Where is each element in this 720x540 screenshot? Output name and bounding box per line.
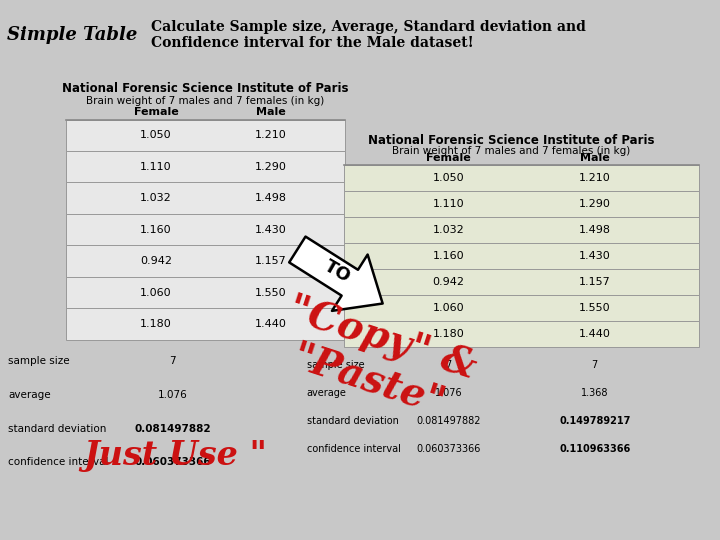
Text: 1.110: 1.110	[433, 199, 464, 209]
Text: 1.210: 1.210	[255, 130, 287, 140]
Bar	[344, 269, 699, 295]
Text: 1.032: 1.032	[140, 193, 172, 203]
Text: average: average	[307, 388, 346, 398]
Text: Simple Table: Simple Table	[7, 26, 138, 44]
Text: 1.157: 1.157	[255, 256, 287, 266]
Text: Female: Female	[426, 153, 471, 163]
Text: 1.550: 1.550	[255, 288, 287, 298]
Text: 0.110963366: 0.110963366	[559, 444, 630, 454]
Bar	[66, 214, 345, 246]
Text: TO: TO	[320, 257, 354, 287]
Text: 0.081497882: 0.081497882	[416, 416, 481, 426]
Text: National Forensic Science Institute of Paris: National Forensic Science Institute of P…	[62, 82, 348, 95]
Text: standard deviation: standard deviation	[307, 416, 398, 426]
Text: 1.032: 1.032	[433, 225, 464, 235]
Bar	[344, 165, 699, 191]
Bar	[344, 295, 699, 321]
Text: 1.368: 1.368	[581, 388, 608, 398]
Text: 0.942: 0.942	[433, 277, 464, 287]
Text: 1.110: 1.110	[140, 162, 172, 172]
Text: 0.081497882: 0.081497882	[134, 424, 211, 434]
Bar	[66, 151, 345, 183]
Text: 1.076: 1.076	[435, 388, 462, 398]
Bar	[66, 308, 345, 340]
Text: Just Use ": Just Use "	[83, 438, 267, 471]
Text: Brain weight of 7 males and 7 females (in kg): Brain weight of 7 males and 7 females (i…	[86, 96, 324, 106]
Text: National Forensic Science Institute of Paris: National Forensic Science Institute of P…	[368, 134, 654, 147]
Text: 0.942: 0.942	[140, 256, 172, 266]
Text: standard deviation: standard deviation	[8, 424, 107, 434]
Text: "Copy" &
"Paste": "Copy" & "Paste"	[269, 291, 481, 429]
Text: 0.060373366: 0.060373366	[416, 444, 481, 454]
Text: Calculate Sample size, Average, Standard deviation and
Confidence interval for t: Calculate Sample size, Average, Standard…	[151, 20, 586, 50]
Text: Male: Male	[580, 153, 610, 163]
Text: 1.160: 1.160	[140, 225, 172, 235]
Text: 1.290: 1.290	[255, 162, 287, 172]
Text: sample size: sample size	[8, 356, 70, 366]
Bar	[344, 191, 699, 217]
Text: average: average	[8, 390, 51, 400]
Text: 1.050: 1.050	[433, 173, 464, 183]
Text: 1.076: 1.076	[158, 390, 187, 400]
Text: 1.180: 1.180	[433, 329, 464, 339]
Text: 1.060: 1.060	[433, 303, 464, 313]
Bar	[66, 183, 345, 214]
Text: 1.440: 1.440	[255, 319, 287, 329]
Bar	[66, 119, 345, 151]
Bar	[344, 321, 699, 347]
Text: confidence interval: confidence interval	[307, 444, 400, 454]
Text: 0.060373366: 0.060373366	[134, 457, 211, 468]
Bar	[66, 277, 345, 308]
Text: 1.440: 1.440	[579, 329, 611, 339]
Text: 1.160: 1.160	[433, 251, 464, 261]
Bar	[344, 243, 699, 269]
Text: 1.550: 1.550	[579, 303, 611, 313]
Text: 1.430: 1.430	[255, 225, 287, 235]
Text: 0.149789217: 0.149789217	[559, 416, 631, 426]
Text: Female: Female	[134, 107, 179, 117]
Text: 1.290: 1.290	[579, 199, 611, 209]
Text: 1.180: 1.180	[140, 319, 172, 329]
Text: 1.210: 1.210	[579, 173, 611, 183]
Text: Male: Male	[256, 107, 286, 117]
Text: 1.498: 1.498	[579, 225, 611, 235]
Text: sample size: sample size	[307, 360, 364, 370]
Text: 1.050: 1.050	[140, 130, 172, 140]
Text: 1.060: 1.060	[140, 288, 172, 298]
FancyArrowPatch shape	[289, 237, 382, 311]
Text: Brain weight of 7 males and 7 females (in kg): Brain weight of 7 males and 7 females (i…	[392, 146, 630, 156]
Text: confidence interval: confidence interval	[8, 457, 109, 468]
Text: 7: 7	[169, 356, 176, 366]
Text: 1.157: 1.157	[579, 277, 611, 287]
Text: 7: 7	[592, 360, 598, 370]
Bar	[344, 217, 699, 243]
Text: 1.430: 1.430	[579, 251, 611, 261]
Bar	[66, 246, 345, 277]
Text: 1.498: 1.498	[255, 193, 287, 203]
Text: 7: 7	[446, 360, 451, 370]
